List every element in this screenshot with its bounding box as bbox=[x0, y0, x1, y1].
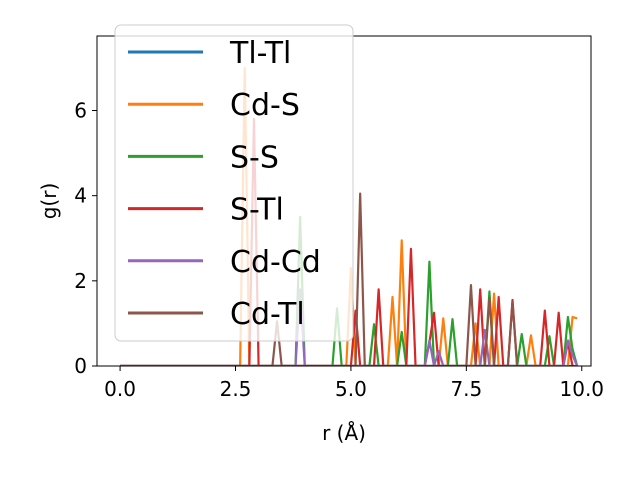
y-tick-label: 0 bbox=[74, 354, 87, 378]
legend-label-cd-cd: Cd-Cd bbox=[230, 245, 321, 280]
x-tick-label: 5.0 bbox=[335, 377, 367, 401]
series-line-s-tl bbox=[120, 117, 574, 366]
y-tick-label: 6 bbox=[74, 99, 87, 123]
x-tick-label: 2.5 bbox=[220, 377, 252, 401]
legend-label-s-tl: S-Tl bbox=[230, 193, 284, 228]
y-tick-label: 4 bbox=[74, 184, 87, 208]
x-tick-label: 7.5 bbox=[450, 377, 482, 401]
ticks-layer: 0.0 2.5 5.0 7.5 10.0 0 2 4 6 bbox=[74, 99, 604, 401]
legend-label-cd-tl: Cd-Tl bbox=[230, 297, 305, 332]
x-tick-label: 0.0 bbox=[104, 377, 136, 401]
x-axis-label: r (Å) bbox=[322, 421, 366, 445]
legend-label-s-s: S-S bbox=[230, 140, 279, 175]
legend: Tl-Tl Cd-S S-S S-Tl Cd-Cd Cd-Tl bbox=[114, 24, 354, 342]
y-axis-label: g(r) bbox=[37, 183, 61, 220]
legend-box bbox=[114, 24, 354, 342]
series-line-cd-tl bbox=[120, 192, 519, 366]
legend-label-tl-tl: Tl-Tl bbox=[229, 36, 291, 71]
y-tick-label: 2 bbox=[74, 269, 87, 293]
x-tick-label: 10.0 bbox=[560, 377, 605, 401]
legend-label-cd-s: Cd-S bbox=[230, 88, 300, 123]
